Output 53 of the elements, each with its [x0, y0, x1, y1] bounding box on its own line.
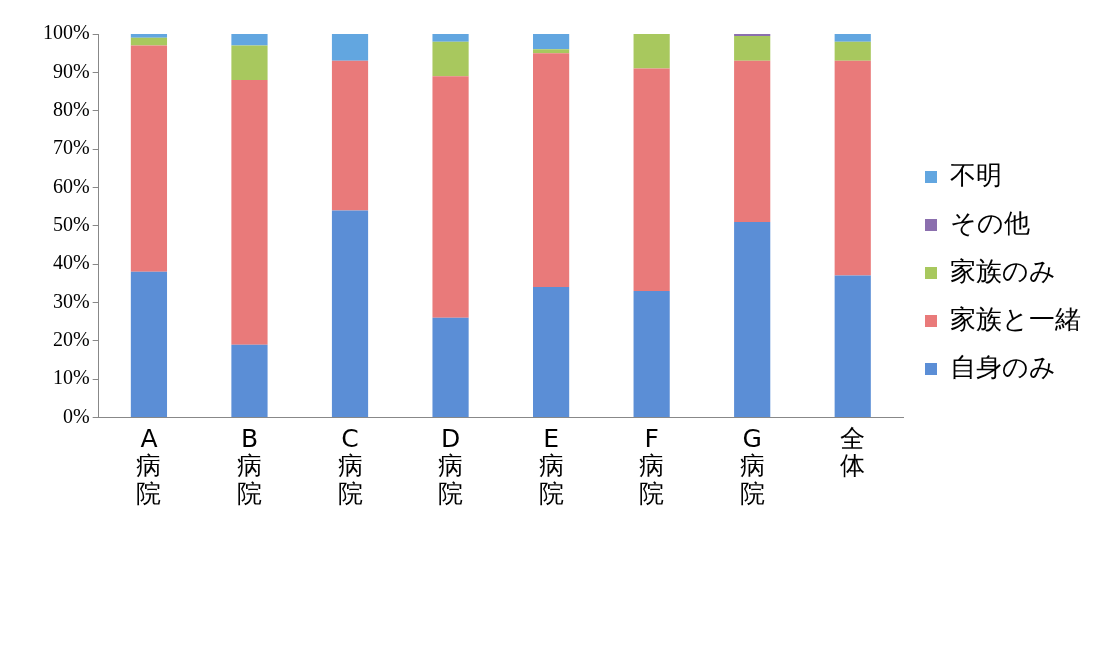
- y-tick-label: 80%: [52, 97, 90, 120]
- y-tick-label: 40%: [52, 251, 90, 274]
- bar: [130, 45, 168, 272]
- x-tick-label: G病院: [739, 423, 765, 508]
- bar: [734, 221, 771, 417]
- bar: [533, 53, 570, 288]
- bar: [432, 34, 469, 42]
- y-tick-label: 0%: [62, 404, 90, 427]
- y-tick-label: 100%: [42, 21, 90, 44]
- x-tick-label: D病院: [438, 423, 464, 508]
- bar: [432, 76, 469, 318]
- bar: [231, 34, 268, 46]
- x-tick-label: F病院: [639, 423, 665, 508]
- legend-label: 不明: [950, 159, 1002, 190]
- bar: [231, 344, 268, 417]
- bar: [533, 49, 570, 54]
- x-tick-label: C病院: [337, 423, 363, 508]
- legend-label: その他: [950, 207, 1030, 238]
- x-tick-label: A病院: [136, 423, 162, 508]
- y-tick-label: 10%: [52, 366, 90, 389]
- bar: [834, 41, 871, 61]
- bar: [231, 80, 268, 345]
- bar: [130, 271, 168, 417]
- bar: [834, 275, 871, 417]
- bar: [432, 41, 469, 77]
- y-tick-label: 60%: [52, 174, 90, 197]
- y-tick-label: 20%: [52, 328, 90, 351]
- x-tick-label: B病院: [236, 423, 262, 508]
- bar: [130, 34, 168, 38]
- bar: [331, 210, 369, 417]
- bar: [633, 68, 670, 291]
- y-tick-label: 50%: [52, 213, 90, 235]
- bar: [633, 290, 670, 417]
- bar: [734, 60, 771, 222]
- bar: [331, 34, 369, 61]
- y-tick-label: 70%: [52, 136, 90, 159]
- y-tick-label: 90%: [52, 59, 90, 82]
- legend-label: 家族のみ: [950, 255, 1056, 286]
- bar: [633, 34, 670, 69]
- bar: [734, 35, 771, 61]
- x-tick-label: E病院: [538, 423, 564, 508]
- legend-label: 家族と一緒: [950, 303, 1081, 334]
- legend-label: 自身のみ: [950, 351, 1056, 382]
- bar: [331, 60, 369, 211]
- bar: [432, 317, 469, 417]
- bar: [834, 60, 871, 276]
- y-tick-label: 30%: [52, 289, 90, 312]
- bar: [533, 34, 570, 50]
- bar: [834, 34, 871, 42]
- x-tick-label: 全体: [840, 423, 866, 481]
- bar: [533, 287, 570, 417]
- bar: [231, 45, 268, 81]
- bar: [130, 37, 168, 46]
